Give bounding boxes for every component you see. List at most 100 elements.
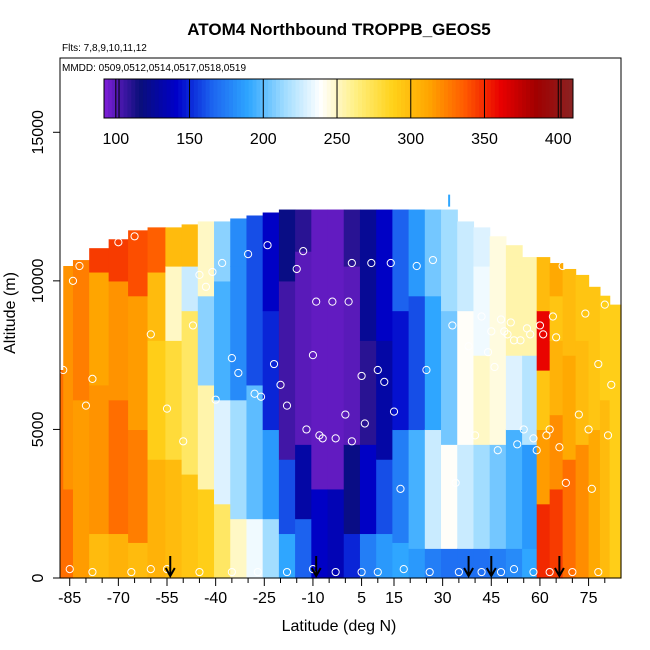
data-point [188,321,198,330]
colorbar-cell [537,79,543,118]
heatmap-cell [549,488,564,579]
heatmap-cell [278,533,296,579]
colorbar-cell [526,79,531,118]
heatmap-cell [147,227,166,273]
heatmap-cell [562,268,577,356]
data-point [574,410,583,419]
heatmap-cell [230,218,248,267]
heatmap-cell [165,459,183,579]
heatmap-cell [473,444,491,549]
colorbar-cell [174,79,179,118]
colorbar-cell [205,79,211,118]
data-point [422,365,431,375]
chart-title: ATOM4 Northbound TROPPB_GEOS5 [187,20,491,39]
data-point [425,567,434,577]
y-axis-label: Altitude (m) [2,272,19,354]
colorbar-cell [221,79,226,118]
heatmap-cell [441,310,458,445]
heatmap-cell [214,503,231,579]
colorbar-cell [123,79,128,118]
heatmap-cell [108,280,129,401]
flight-arrow-head [164,567,176,579]
colorbar-cell [412,79,418,118]
heatmap-cell [562,459,577,579]
heatmap-cell [89,533,110,579]
data-point [555,443,564,452]
colorbar-cell [127,79,132,118]
colorbar-cell [111,79,117,118]
heatmap-cell [536,310,551,371]
data-point [594,359,603,369]
heatmap-cell [197,221,215,297]
heatmap-cell [262,310,280,431]
colorbar-cell [139,79,144,118]
colorbar-cell [553,79,558,118]
x-tick-label: -55 [155,590,178,607]
data-point [308,351,318,360]
y-tick-label: 5000 [30,412,47,448]
heatmap-cell [230,518,248,579]
data-point [477,567,486,577]
data-point [269,359,279,369]
colorbar-cell [244,79,250,118]
heatmap-cell [522,355,538,445]
data-point [357,567,366,577]
colorbar-cell [397,79,402,118]
colorbar-cell [545,79,551,118]
data-point [234,368,243,378]
colorbar-cell [338,79,343,118]
data-point [81,401,91,410]
colorbar-frame [103,78,574,119]
data-point [558,261,567,271]
colorbar-cell [381,79,386,118]
data-point [312,297,321,306]
heatmap-cell [246,215,264,252]
colorbar-cell [154,79,160,118]
heatmap-cell [536,370,551,431]
colorbar-cell [361,79,367,118]
heatmap-cell [327,488,345,579]
data-point [396,484,405,493]
heatmap-cell [128,230,149,297]
data-point [162,404,172,413]
colorbar-cell [498,79,504,118]
data-point [594,567,603,577]
colorbar-cell [502,79,508,118]
data-point [282,401,292,410]
heatmap-cell [63,266,74,490]
heatmap-cell [392,209,410,312]
data-point [347,437,356,446]
heatmap-cell [181,474,199,579]
data-point [389,407,399,416]
heatmap-cell [457,548,475,579]
data-point [600,300,609,309]
x-tick-label: -70 [107,590,130,607]
colorbar-cell [487,79,492,118]
colorbar-cell [264,79,269,118]
colorbar-tick-label: 300 [397,131,424,148]
colorbar-cell [533,79,539,118]
data-point [529,434,538,443]
heatmap-cell [128,542,149,579]
heatmap-cell [408,548,426,579]
colorbar-cell [322,79,328,118]
colorbar-cell [197,79,203,118]
heatmap-cell [262,212,280,312]
data-point [412,261,421,271]
colorbar-cell [213,79,218,118]
data-point [532,446,541,455]
x-tick-label: 15 [385,590,403,607]
heatmap-cell [262,429,280,520]
data-point [127,567,136,577]
heatmap-cell [197,384,215,490]
heatmap-cell [63,488,74,579]
colorbar-cell [287,79,293,118]
heatmap-cell [295,209,312,252]
colorbar-cell [311,79,316,118]
colorbar-cell [248,79,254,118]
heatmap-cell [588,286,601,431]
heatmap-cell [408,295,426,431]
colorbar-cell [404,79,410,118]
colorbar-cell [565,79,570,118]
colorbar-cell [225,79,230,118]
